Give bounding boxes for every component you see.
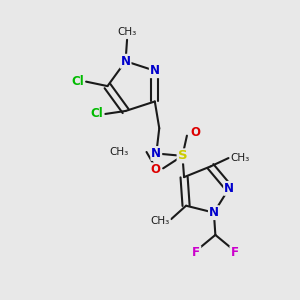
Text: S: S	[178, 149, 187, 162]
Text: N: N	[224, 182, 234, 195]
Text: CH₃: CH₃	[151, 217, 170, 226]
Text: Cl: Cl	[71, 75, 84, 88]
Text: F: F	[230, 246, 238, 259]
Text: Cl: Cl	[90, 107, 103, 120]
Text: N: N	[151, 147, 161, 160]
Text: CH₃: CH₃	[117, 27, 137, 38]
Text: O: O	[190, 126, 200, 139]
Text: N: N	[150, 64, 160, 77]
Text: O: O	[150, 163, 160, 176]
Text: CH₃: CH₃	[110, 147, 129, 157]
Text: N: N	[209, 206, 219, 219]
Text: CH₃: CH₃	[231, 153, 250, 163]
Text: F: F	[192, 246, 200, 259]
Text: N: N	[121, 55, 130, 68]
